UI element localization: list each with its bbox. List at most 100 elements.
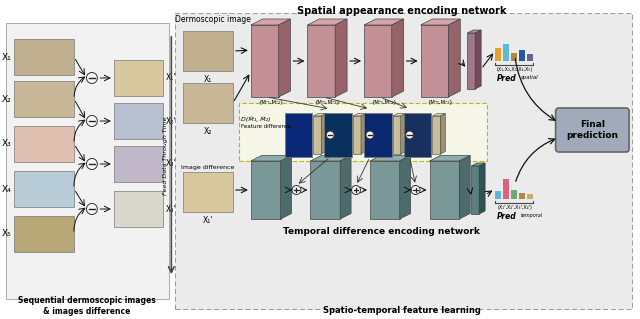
FancyBboxPatch shape [15,81,74,117]
Text: Image difference: Image difference [181,165,235,169]
Text: X₂': X₂' [165,116,176,125]
Polygon shape [393,116,401,154]
Polygon shape [278,19,291,97]
Circle shape [411,186,420,195]
FancyBboxPatch shape [183,31,233,71]
Polygon shape [321,114,326,154]
Text: X₄: X₄ [2,184,12,194]
Text: X₂: X₂ [204,127,212,136]
Text: Pred: Pred [497,212,517,221]
Polygon shape [340,155,351,219]
Bar [519,50,525,61]
Text: {M³₁,M³₂}: {M³₁,M³₂} [371,99,397,104]
Text: {M²₁,M²₂}: {M²₁,M²₂} [314,99,340,104]
Polygon shape [420,25,449,97]
Bar [503,44,509,61]
FancyBboxPatch shape [556,108,629,152]
FancyBboxPatch shape [15,126,74,162]
Polygon shape [310,155,351,161]
Text: X₅: X₅ [2,229,12,239]
Text: X₃': X₃' [165,160,176,168]
Text: (X₁,X₂,X₃,X₄,X₅): (X₁,X₂,X₃,X₄,X₅) [497,67,533,72]
Polygon shape [353,116,361,154]
FancyBboxPatch shape [15,39,74,75]
Polygon shape [400,155,411,219]
Circle shape [86,204,97,214]
Polygon shape [467,30,481,33]
Text: Feature difference: Feature difference [241,123,291,129]
Text: D(Ṁ₁, Ṁ₂): D(Ṁ₁, Ṁ₂) [241,116,271,122]
Text: X₁: X₁ [204,75,212,84]
Polygon shape [364,19,404,25]
Polygon shape [361,114,366,154]
Bar [503,179,509,199]
FancyBboxPatch shape [404,113,431,157]
Polygon shape [479,163,485,214]
Polygon shape [467,33,475,89]
Text: (X₁',X₂',X₃',X₄'): (X₁',X₂',X₃',X₄') [497,205,532,210]
FancyBboxPatch shape [114,146,163,182]
Polygon shape [433,114,445,116]
FancyBboxPatch shape [114,103,163,139]
Text: Dermoscopic image: Dermoscopic image [175,14,251,24]
Text: X₄': X₄' [165,204,176,213]
Polygon shape [307,25,335,97]
Text: {M⁴₁,M⁴₂}: {M⁴₁,M⁴₂} [428,99,453,104]
Text: Pred: Pred [497,74,517,83]
Text: X₁': X₁' [203,216,213,225]
Bar [511,53,517,61]
Bar [527,54,532,61]
Text: temporal: temporal [521,213,543,218]
Polygon shape [392,19,404,97]
Polygon shape [353,114,366,116]
FancyBboxPatch shape [285,113,312,157]
FancyBboxPatch shape [183,83,233,123]
Polygon shape [314,114,326,116]
Polygon shape [440,114,445,154]
Polygon shape [364,25,392,97]
Text: spatial: spatial [521,75,538,80]
Text: Temporal difference encoding network: Temporal difference encoding network [284,226,480,235]
FancyBboxPatch shape [183,172,233,212]
Polygon shape [393,114,406,116]
Text: {M¹₁,M¹₂}: {M¹₁,M¹₂} [258,99,284,104]
Bar [495,48,501,61]
Circle shape [292,186,301,195]
Text: Sequential dermoscopic images
& images difference: Sequential dermoscopic images & images d… [18,296,156,316]
Polygon shape [401,114,406,154]
FancyBboxPatch shape [6,23,170,299]
Circle shape [351,186,360,195]
Polygon shape [307,19,347,25]
Polygon shape [310,161,340,219]
Polygon shape [314,116,321,154]
FancyBboxPatch shape [114,191,163,227]
Circle shape [86,72,97,84]
Polygon shape [335,19,347,97]
Text: X₂: X₂ [2,94,12,103]
Circle shape [86,159,97,169]
Bar [495,191,501,199]
Polygon shape [370,155,411,161]
Polygon shape [420,19,460,25]
Bar [519,193,525,199]
FancyBboxPatch shape [114,60,163,96]
Text: Final
prediction: Final prediction [566,120,618,140]
Polygon shape [429,155,470,161]
Polygon shape [251,155,291,161]
Circle shape [366,131,374,139]
Circle shape [406,131,413,139]
Polygon shape [370,161,400,219]
Polygon shape [433,116,440,154]
FancyBboxPatch shape [175,13,632,309]
Polygon shape [429,161,460,219]
Polygon shape [460,155,470,219]
Circle shape [326,131,334,139]
Text: Feed Data Through Time: Feed Data Through Time [163,117,168,195]
FancyBboxPatch shape [324,113,352,157]
FancyBboxPatch shape [239,103,487,161]
Text: Spatio-temporal feature learning: Spatio-temporal feature learning [323,306,481,315]
Polygon shape [475,30,481,89]
Text: X₃: X₃ [2,139,12,149]
Polygon shape [471,166,479,214]
Polygon shape [251,25,278,97]
